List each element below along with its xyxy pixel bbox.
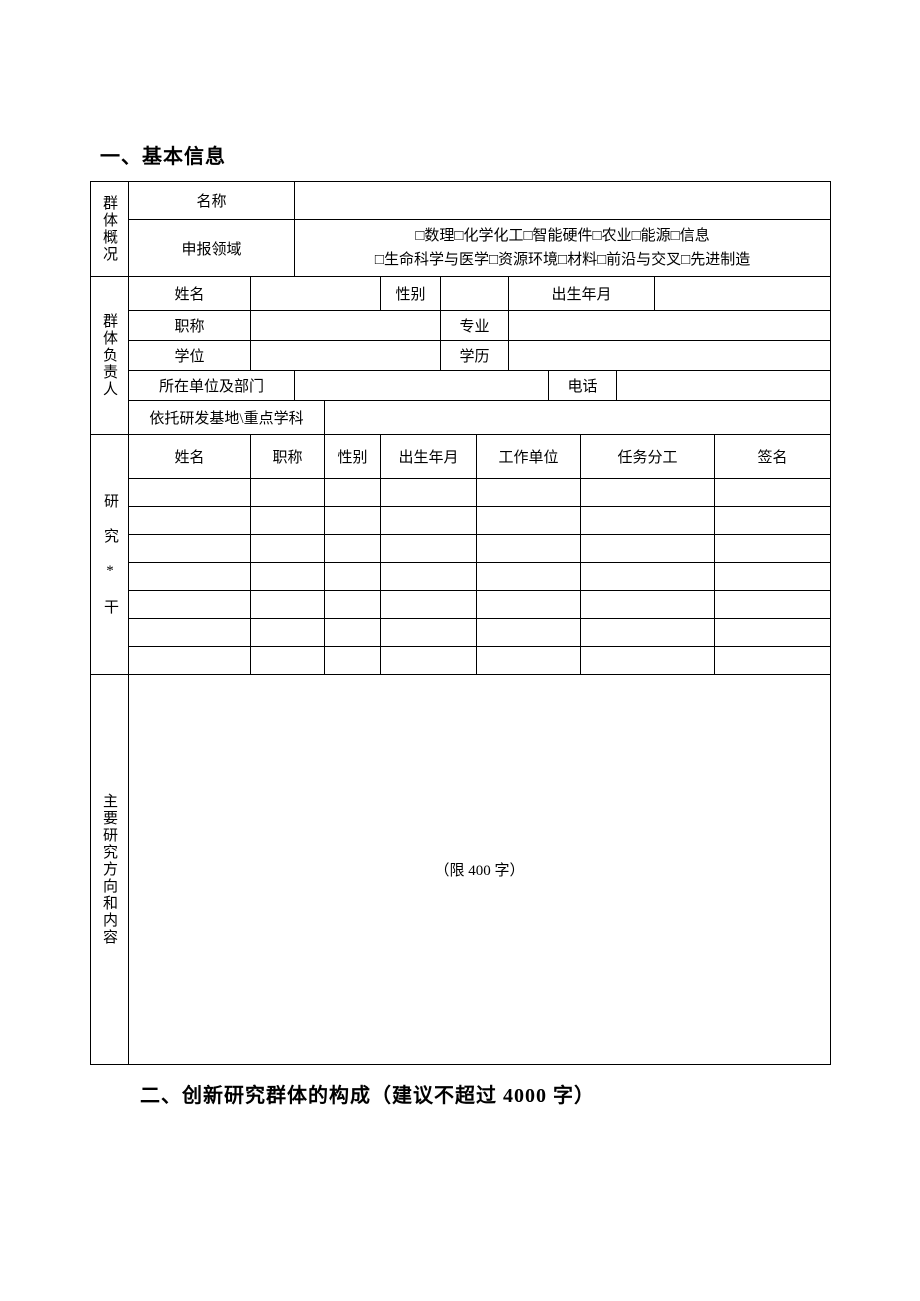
member-row [91, 619, 831, 647]
label-name: 名称 [129, 182, 295, 220]
field-leader-dob[interactable] [655, 277, 831, 311]
field-leader-major[interactable] [509, 311, 831, 341]
field-domain[interactable]: □数理□化学化工□智能硬件□农业□能源□信息 □生命科学与医学□资源环境□材料□… [295, 220, 831, 277]
domain-line1: □数理□化学化工□智能硬件□农业□能源□信息 [297, 224, 828, 248]
label-members: 研 究 * 干 [91, 435, 129, 675]
label-leader-degree: 学位 [129, 341, 251, 371]
label-leader-phone: 电话 [549, 371, 617, 401]
col-member-title: 职称 [251, 435, 325, 479]
heading-basic-info: 一、基本信息 [100, 140, 830, 169]
heading-composition: 二、创新研究群体的构成（建议不超过 4000 字） [140, 1079, 830, 1108]
label-leader-name: 姓名 [129, 277, 251, 311]
field-leader-name[interactable] [251, 277, 381, 311]
member-row [91, 591, 831, 619]
field-leader-title[interactable] [251, 311, 441, 341]
col-member-dob: 出生年月 [381, 435, 477, 479]
label-leader-dob: 出生年月 [509, 277, 655, 311]
member-row [91, 507, 831, 535]
field-leader-org[interactable] [295, 371, 549, 401]
form-table: 群体概况 名称 申报领域 □数理□化学化工□智能硬件□农业□能源□信息 □生命科… [90, 181, 831, 1065]
label-leader-base: 依托研发基地\重点学科 [129, 401, 325, 435]
col-member-role: 任务分工 [581, 435, 715, 479]
field-leader-phone[interactable] [617, 371, 831, 401]
field-leader-base[interactable] [325, 401, 831, 435]
label-leader-major: 专业 [441, 311, 509, 341]
content-note: （限 400 字） [435, 863, 525, 879]
field-research-content[interactable]: （限 400 字） [129, 675, 831, 1065]
label-leader-title: 职称 [129, 311, 251, 341]
label-overview: 群体概况 [91, 182, 129, 277]
label-leader: 群体负责人 [91, 277, 129, 435]
col-member-sign: 签名 [715, 435, 831, 479]
field-leader-education[interactable] [509, 341, 831, 371]
field-leader-degree[interactable] [251, 341, 441, 371]
col-member-org: 工作单位 [477, 435, 581, 479]
label-leader-org: 所在单位及部门 [129, 371, 295, 401]
label-leader-education: 学历 [441, 341, 509, 371]
label-research-content: 主要研究方向和内容 [91, 675, 129, 1065]
col-member-gender: 性别 [325, 435, 381, 479]
member-row [91, 479, 831, 507]
member-row [91, 647, 831, 675]
member-row [91, 563, 831, 591]
label-domain: 申报领域 [129, 220, 295, 277]
col-member-name: 姓名 [129, 435, 251, 479]
member-row [91, 535, 831, 563]
label-leader-gender: 性别 [381, 277, 441, 311]
field-leader-gender[interactable] [441, 277, 509, 311]
domain-line2: □生命科学与医学□资源环境□材料□前沿与交叉□先进制造 [297, 248, 828, 272]
field-name[interactable] [295, 182, 831, 220]
